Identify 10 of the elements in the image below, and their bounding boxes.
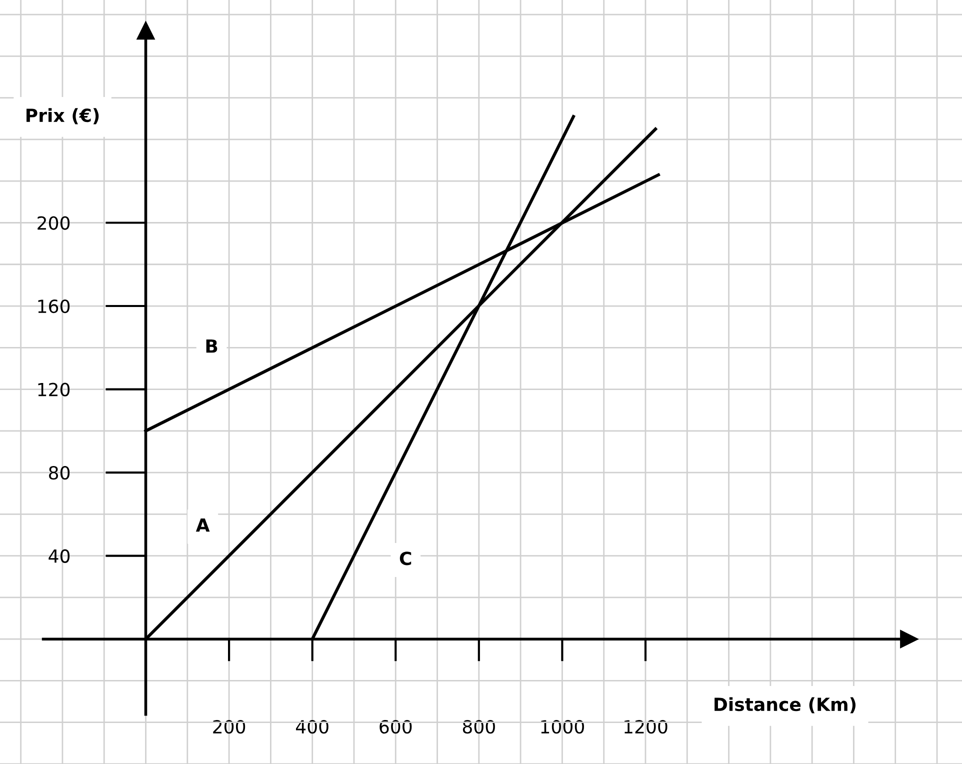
y-tick-label: 40	[48, 549, 70, 563]
y-axis-title: Prix (€)	[26, 108, 99, 124]
annotation: B	[206, 339, 218, 353]
annotation: A	[196, 518, 210, 532]
y-tick-label: 120	[38, 382, 70, 396]
y-tick-label: 200	[38, 216, 70, 230]
x-axis-title: Distance (Km)	[714, 697, 856, 714]
y-tick-label: 160	[38, 299, 70, 314]
y-tick-label: 80	[49, 466, 70, 480]
annotation: C	[400, 552, 412, 566]
